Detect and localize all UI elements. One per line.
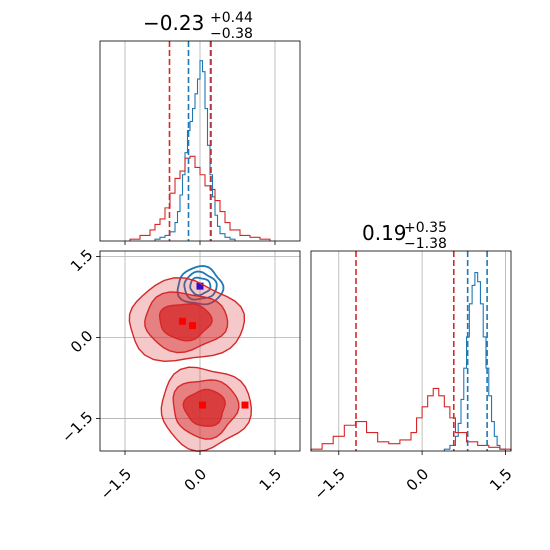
x-tick-label: −1.5 [311,465,349,503]
sample-marker [196,282,204,290]
y-tick-label: 1.5 [67,246,97,276]
panel-top-left [99,40,301,245]
histogram-series [129,155,271,241]
axes-frame [310,250,512,452]
y-tick-label: −1.5 [58,408,96,446]
sample-marker [179,317,186,325]
histogram-series [310,387,512,451]
y-tick-label: 0.0 [67,327,97,357]
panel-bottom-right: −1.5 0.0 1.5 [310,250,516,503]
x-tick-label: 0.0 [181,465,211,495]
x-tick-label: 1.5 [486,465,516,495]
sample-marker [199,401,206,409]
panel-bottom-left: −1.5 0.0 1.5 −1.5 0.0 1.5 [58,246,301,503]
contour-level [176,265,225,306]
title-plus: +0.44 [210,10,253,26]
histogram-series [443,271,506,451]
title-value: −0.23 [143,11,204,35]
title-top-left: −0.23 +0.44 −0.38 [143,10,253,42]
x-tick-label: 0.0 [403,465,433,495]
title-minus: −1.38 [404,236,447,252]
contour-level [189,276,212,297]
x-tick-label: −1.5 [97,465,135,503]
sample-marker [189,322,196,330]
plot-area [311,251,511,451]
sample-marker [241,401,249,409]
title-value: 0.19 [362,221,407,245]
histogram-series [154,60,236,241]
title-minus: −0.38 [210,26,253,42]
x-tick-label: 1.5 [256,465,286,495]
title-plus: +0.35 [404,220,447,236]
title-bottom-right: 0.19 +0.35 −1.38 [362,220,447,252]
